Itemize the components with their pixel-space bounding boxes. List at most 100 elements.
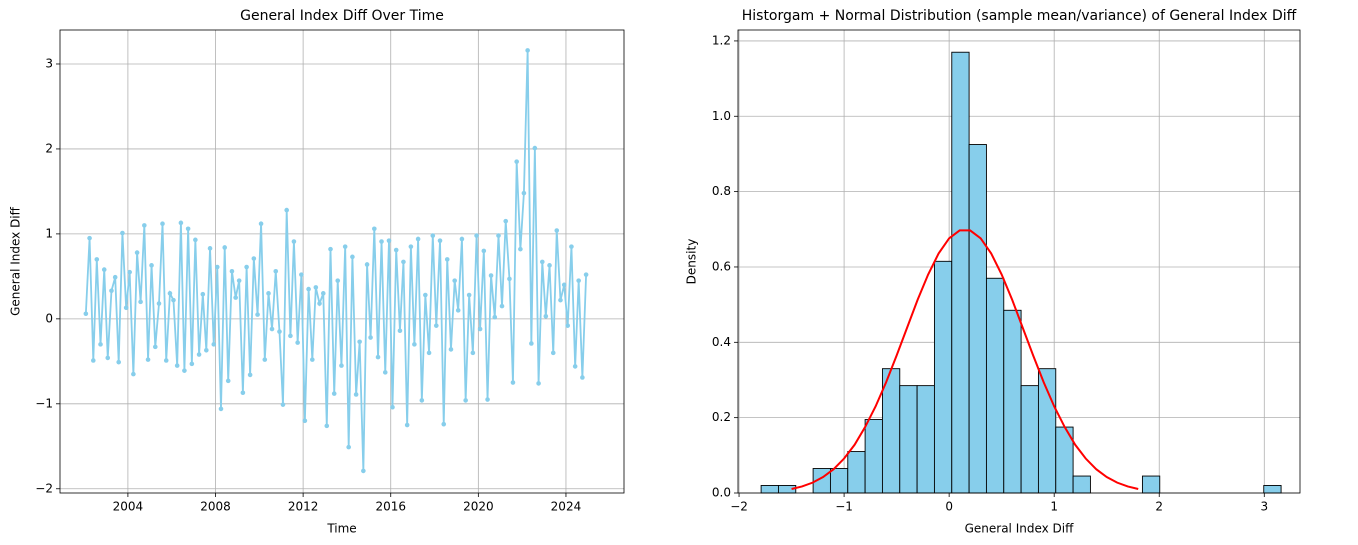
y-axis-label: General Index Diff xyxy=(9,206,23,316)
hist-bar xyxy=(1020,385,1039,494)
y-tick-label: 0.0 xyxy=(712,486,731,500)
data-point xyxy=(240,390,246,396)
hist-bar xyxy=(1072,475,1091,494)
data-point xyxy=(116,359,121,365)
data-point xyxy=(225,378,231,384)
data-point xyxy=(543,313,549,319)
y-tick-label: 1.0 xyxy=(712,109,731,123)
data-point xyxy=(258,221,264,226)
data-point xyxy=(572,364,578,369)
hist-bar xyxy=(829,468,849,494)
y-tick-label: 1 xyxy=(45,226,53,240)
data-point xyxy=(444,257,450,262)
hist-bar xyxy=(899,385,918,494)
subplot: −2 −1 0 1 2 3 0.0 0.2 0.4 0.6 0.8 1.0 1.2 Historgam +… xyxy=(685,8,1301,536)
data-point xyxy=(101,267,107,272)
data-point xyxy=(386,238,392,243)
plot-area xyxy=(83,48,589,474)
normal-curve xyxy=(791,229,1139,490)
data-point xyxy=(357,339,362,345)
data-point xyxy=(492,314,498,320)
data-point xyxy=(196,352,202,357)
data-point xyxy=(105,355,111,361)
data-point xyxy=(134,250,140,255)
x-tick-label: 3 xyxy=(1260,500,1268,514)
hist-bar xyxy=(951,51,970,494)
data-point xyxy=(174,363,180,368)
data-point xyxy=(474,233,479,238)
data-point xyxy=(583,272,589,277)
x-tick-label: 2004 xyxy=(113,500,144,514)
data-point xyxy=(441,421,447,427)
data-point xyxy=(364,262,370,267)
data-point xyxy=(390,404,395,410)
data-point xyxy=(277,329,282,334)
data-point xyxy=(320,291,326,296)
axes-frame xyxy=(737,29,1301,494)
data-point xyxy=(251,256,257,261)
x-tick-label: 2008 xyxy=(200,500,231,514)
x-tick-label: 0 xyxy=(945,500,953,514)
data-point xyxy=(455,308,461,313)
data-point xyxy=(255,312,260,317)
hist-bar xyxy=(933,260,953,494)
data-point xyxy=(284,207,289,213)
data-point xyxy=(507,276,512,282)
x-axis-label: General Index Diff xyxy=(965,522,1075,536)
data-point xyxy=(412,342,417,347)
hist-bar xyxy=(847,451,866,494)
data-point xyxy=(138,299,143,305)
data-point xyxy=(423,292,428,298)
data-point xyxy=(131,371,136,377)
data-point xyxy=(350,254,355,260)
data-point xyxy=(521,190,527,196)
data-point xyxy=(324,423,330,429)
data-point xyxy=(306,286,311,292)
data-point xyxy=(171,297,176,303)
data-point xyxy=(331,391,337,396)
data-point xyxy=(160,221,165,226)
data-point xyxy=(233,295,238,300)
data-point xyxy=(426,350,432,356)
y-tick-label: 0 xyxy=(45,311,53,325)
data-point xyxy=(145,357,151,362)
data-point xyxy=(569,244,574,249)
data-point xyxy=(565,323,571,328)
x-tick-label: 2024 xyxy=(551,500,582,514)
y-tick-label: −2 xyxy=(35,481,53,495)
hist-bar xyxy=(1037,368,1057,494)
data-point xyxy=(163,358,169,363)
data-point xyxy=(295,340,300,345)
data-point xyxy=(273,268,279,274)
y-tick-label: 0.2 xyxy=(712,410,731,424)
data-point xyxy=(142,223,147,228)
data-point xyxy=(433,323,439,328)
data-point xyxy=(112,274,118,280)
axes-frame xyxy=(59,29,625,494)
data-point xyxy=(189,361,195,367)
data-point xyxy=(430,233,436,238)
y-tick-label: 0.6 xyxy=(712,259,731,273)
x-tick-label: 2 xyxy=(1155,500,1163,514)
data-point xyxy=(204,347,209,353)
hist-bar xyxy=(864,419,883,494)
data-point xyxy=(127,269,132,275)
data-point xyxy=(459,236,465,242)
data-point xyxy=(554,228,560,233)
data-point xyxy=(536,381,541,386)
x-axis-label: Time xyxy=(326,522,356,536)
data-point xyxy=(87,235,92,241)
data-point xyxy=(339,363,344,368)
data-line xyxy=(84,50,588,471)
data-point xyxy=(342,244,348,249)
x-tick-label: 2016 xyxy=(375,500,406,514)
hist-bar xyxy=(881,368,901,494)
data-point xyxy=(218,406,224,412)
data-point xyxy=(123,305,129,311)
y-axis-label: Density xyxy=(685,239,699,285)
hist-bar xyxy=(916,385,935,494)
hist-bar xyxy=(1263,485,1282,494)
data-point xyxy=(496,233,501,238)
data-point xyxy=(317,301,322,306)
data-point xyxy=(299,272,304,277)
